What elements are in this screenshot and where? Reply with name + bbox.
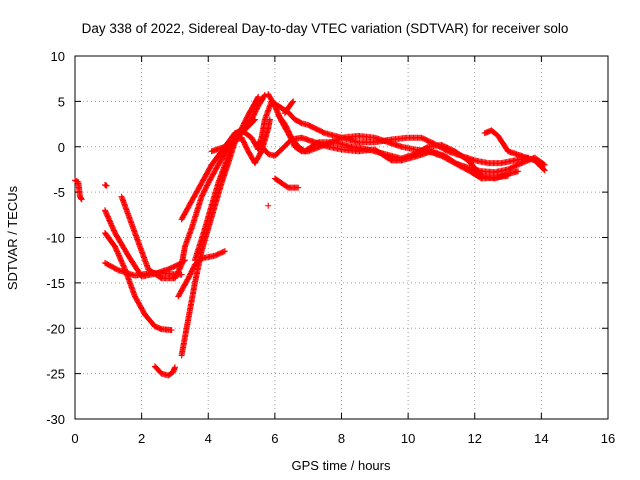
data-point-marker <box>540 166 547 173</box>
series-track-i <box>175 248 228 300</box>
data-point-marker <box>78 195 85 202</box>
data-point-marker <box>255 93 262 100</box>
x-tick-label: 16 <box>601 431 615 446</box>
chart-title: Day 338 of 2022, Sidereal Day-to-day VTE… <box>82 21 569 36</box>
data-point-marker <box>265 202 272 209</box>
y-tick-label: -30 <box>46 412 65 427</box>
series-track-r <box>281 98 297 117</box>
data-point-marker <box>103 182 110 189</box>
series-track-p <box>481 127 548 174</box>
x-tick-label: 0 <box>71 431 78 446</box>
plot-frame <box>74 55 609 420</box>
data-point-marker <box>295 184 302 191</box>
x-tick-label: 12 <box>468 431 482 446</box>
data-point-marker <box>541 161 548 168</box>
tick-labels: 0 2 4 6 8 10 12 14 16 -30 -25 -20 -15 -10 -5 0 5 10 <box>46 49 615 446</box>
series-track-g <box>151 363 178 379</box>
series-track-o <box>255 134 512 182</box>
data-point-marker <box>115 251 122 258</box>
data-point-marker <box>290 98 297 105</box>
y-tick-label: -10 <box>46 231 65 246</box>
x-tick-label: 10 <box>401 431 415 446</box>
series-stray <box>265 202 272 209</box>
data-point-marker <box>171 364 178 371</box>
series-track-q <box>271 175 302 191</box>
x-tick-label: 14 <box>534 431 548 446</box>
y-tick-label: -15 <box>46 276 65 291</box>
data-points <box>72 91 548 379</box>
y-axis-label: SDTVAR / TECUs <box>5 185 20 290</box>
y-tick-label: -5 <box>53 185 65 200</box>
x-tick-label: 2 <box>138 431 145 446</box>
data-point-marker <box>102 208 109 215</box>
data-point-marker <box>289 99 296 106</box>
y-tick-label: 0 <box>58 140 65 155</box>
x-axis-label: GPS time / hours <box>292 458 391 473</box>
data-point-marker <box>112 244 119 251</box>
data-point-marker <box>541 167 548 174</box>
series-track-b <box>102 181 110 189</box>
series-track-a <box>72 177 85 203</box>
data-point-marker <box>78 196 85 203</box>
data-point-marker <box>105 214 112 221</box>
data-point-marker <box>261 93 268 100</box>
data-point-marker <box>178 263 184 269</box>
y-tick-label: 5 <box>58 94 65 109</box>
data-point-marker <box>220 248 227 255</box>
y-tick-label: 10 <box>51 49 65 64</box>
x-tick-label: 8 <box>338 431 345 446</box>
x-tick-label: 6 <box>271 431 278 446</box>
y-tick-label: -25 <box>46 367 65 382</box>
y-tick-label: -20 <box>46 321 65 336</box>
data-point-marker <box>515 168 522 175</box>
data-point-marker <box>168 327 175 334</box>
data-point-marker <box>221 248 228 255</box>
series-track-d <box>102 230 175 334</box>
x-tick-label: 4 <box>205 431 212 446</box>
data-point-marker <box>505 172 512 179</box>
